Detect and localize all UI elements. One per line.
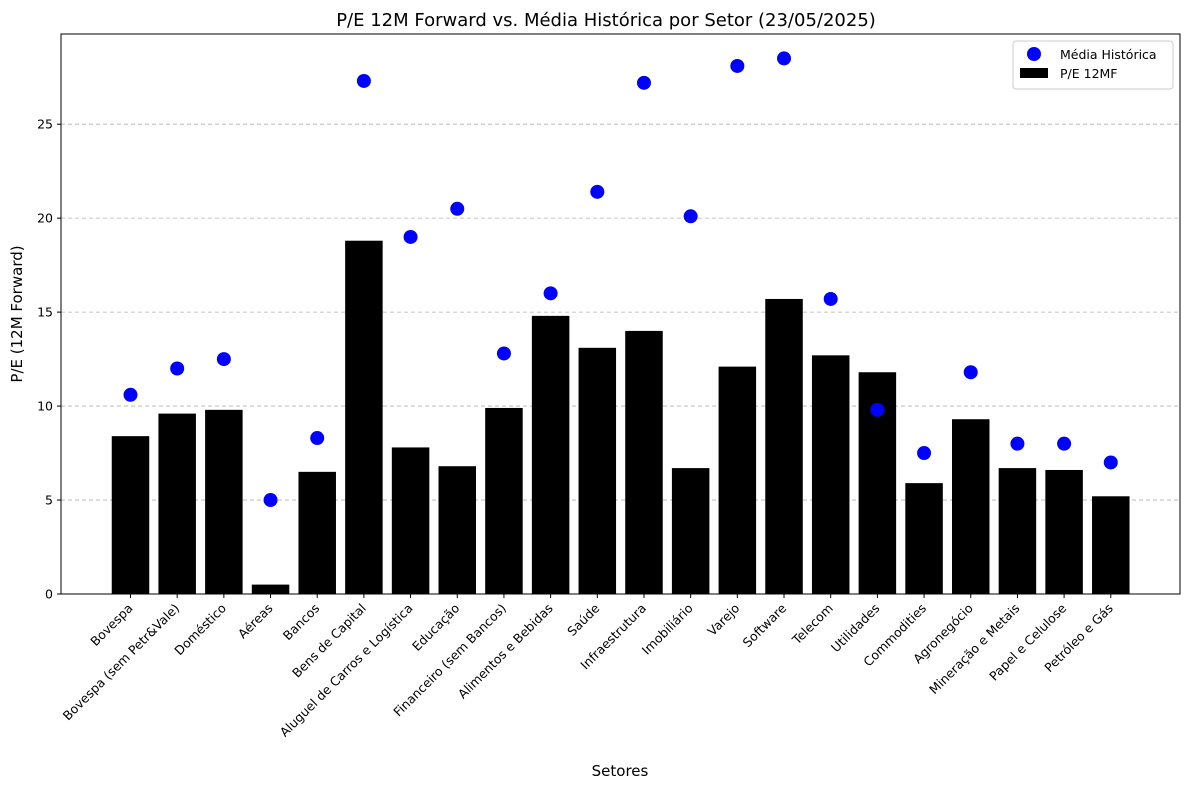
scatter-point <box>263 493 278 508</box>
scatter-point <box>636 75 651 90</box>
chart-title: P/E 12M Forward vs. Média Histórica por … <box>336 10 876 31</box>
y-axis: 0 5 10 15 20 25 <box>37 117 61 602</box>
x-tick-label: Imobiliário <box>639 601 696 658</box>
x-tick-label: Software <box>740 600 790 650</box>
plot-frame <box>60 33 1181 595</box>
bar-series <box>111 240 1130 594</box>
bar <box>298 471 336 594</box>
bar <box>998 468 1037 594</box>
legend: Média Histórica P/E 12MF <box>1012 40 1174 90</box>
bar <box>811 355 850 594</box>
legend-label-pe: P/E 12MF <box>1060 66 1118 81</box>
legend-marker-pe <box>1020 68 1048 78</box>
scatter-point <box>1057 436 1072 451</box>
bar <box>205 409 243 594</box>
bar <box>1092 496 1130 594</box>
bar <box>671 468 710 594</box>
scatter-series <box>123 51 1118 508</box>
bar <box>251 584 290 594</box>
legend-label-media: Média Histórica <box>1060 47 1157 62</box>
y-tick-label: 10 <box>37 399 53 414</box>
bar <box>578 347 617 594</box>
scatter-point <box>310 431 325 446</box>
x-tick-label: Mineração e Metais <box>926 601 1023 698</box>
scatter-point <box>496 346 511 361</box>
scatter-point <box>683 209 698 224</box>
scatter-point <box>777 51 792 66</box>
bar <box>391 447 430 594</box>
scatter-point <box>170 361 185 376</box>
bar <box>531 315 570 594</box>
x-tick-label: Aéreas <box>235 601 276 642</box>
legend-frame <box>1012 40 1174 90</box>
y-tick-label: 25 <box>37 117 53 132</box>
y-tick-label: 15 <box>37 305 53 320</box>
scatter-point <box>963 365 978 380</box>
bar <box>345 240 383 594</box>
x-tick-label: Bovespa <box>87 601 135 649</box>
x-axis-label: Setores <box>592 762 649 780</box>
y-tick-label: 20 <box>37 211 53 226</box>
scatter-point <box>543 286 558 301</box>
scatter-point <box>123 387 138 402</box>
x-tick-label: Telecom <box>788 601 835 648</box>
bar <box>765 298 803 594</box>
bar <box>111 436 150 594</box>
scatter-point <box>1103 455 1118 470</box>
scatter-point <box>1010 436 1025 451</box>
x-tick-label: Saúde <box>564 600 603 639</box>
scatter-point <box>917 446 932 461</box>
bar <box>1045 469 1083 594</box>
bar <box>905 483 943 594</box>
scatter-point <box>403 229 418 244</box>
scatter-point <box>870 402 885 417</box>
scatter-point <box>823 291 838 306</box>
x-tick-label: Alimentos e Bebidas <box>455 601 556 702</box>
bar <box>625 330 663 594</box>
bar <box>718 366 757 594</box>
scatter-point <box>450 201 465 216</box>
y-tick-label: 5 <box>45 493 53 508</box>
gridlines <box>61 123 1180 501</box>
x-tick-label: Bancos <box>280 601 323 644</box>
y-axis-label: P/E (12M Forward) <box>8 245 26 382</box>
scatter-point <box>356 73 371 88</box>
scatter-point <box>730 58 745 73</box>
bar <box>951 419 990 594</box>
bar <box>438 466 477 594</box>
scatter-point <box>590 184 605 199</box>
bar <box>485 407 523 594</box>
x-tick-label: Varejo <box>704 601 742 639</box>
legend-marker-media <box>1027 47 1041 61</box>
y-tick-label: 0 <box>45 587 53 602</box>
scatter-point <box>216 352 231 367</box>
bar <box>158 413 196 594</box>
